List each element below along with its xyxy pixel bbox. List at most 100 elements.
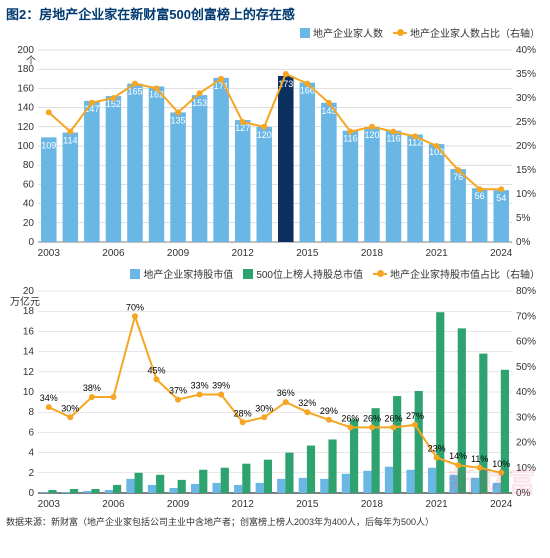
svg-text:0%: 0% (516, 488, 531, 499)
svg-text:80: 80 (23, 160, 35, 171)
bar-b (242, 464, 250, 493)
svg-text:80%: 80% (516, 286, 536, 297)
bar-b (156, 475, 164, 493)
bar-a (299, 478, 307, 493)
svg-text:36%: 36% (277, 388, 295, 398)
pct-marker (369, 124, 375, 130)
chart1-legend: 地产企业家人数 地产企业家人数占比（右轴） (0, 25, 550, 42)
svg-text:27%: 27% (406, 411, 424, 421)
svg-text:2006: 2006 (102, 248, 125, 259)
svg-text:2021: 2021 (425, 499, 448, 510)
svg-text:33%: 33% (191, 381, 209, 391)
pct-marker (261, 124, 267, 130)
pct-marker (391, 129, 397, 135)
pct-marker (283, 71, 289, 77)
legend-item: 地产企业家持股市值 (130, 266, 233, 281)
svg-text:120: 120 (17, 122, 34, 133)
bar-a (256, 483, 264, 493)
svg-text:2018: 2018 (361, 499, 384, 510)
bar-a (169, 488, 177, 493)
svg-text:35%: 35% (516, 69, 536, 80)
bar (235, 120, 251, 242)
bar-b (178, 480, 186, 493)
svg-text:23%: 23% (428, 444, 446, 454)
bar-b (436, 312, 444, 493)
svg-text:54: 54 (496, 193, 506, 203)
bar (149, 86, 165, 242)
bar (321, 103, 337, 242)
bar-b (307, 446, 315, 493)
pct-marker (304, 409, 310, 415)
pct-marker (89, 394, 95, 400)
bar-b (70, 489, 78, 493)
legend-item: 地产企业家持股市值占比（右轴） (373, 266, 540, 281)
svg-text:38%: 38% (83, 383, 101, 393)
pct-marker (498, 186, 504, 192)
svg-text:2015: 2015 (296, 499, 319, 510)
svg-text:120: 120 (257, 130, 272, 140)
bar-a (342, 474, 350, 493)
bar (63, 133, 79, 242)
svg-text:114: 114 (63, 136, 77, 146)
svg-text:26%: 26% (341, 413, 359, 423)
svg-text:6: 6 (28, 427, 34, 438)
svg-text:29%: 29% (320, 406, 338, 416)
bar-b (479, 354, 487, 493)
pct-marker (304, 81, 310, 87)
svg-text:116: 116 (343, 134, 357, 144)
pct-marker (89, 100, 95, 106)
svg-text:60: 60 (23, 179, 35, 190)
bar-a (277, 479, 285, 493)
pct-marker (218, 76, 224, 82)
bar (41, 137, 57, 242)
pct-marker (197, 392, 203, 398)
pct-marker (455, 462, 461, 468)
pct-marker (391, 424, 397, 430)
svg-text:2003: 2003 (38, 499, 61, 510)
svg-text:30%: 30% (61, 403, 79, 413)
legend-swatch (130, 269, 140, 279)
pct-marker (240, 419, 246, 425)
pct-marker (110, 95, 116, 101)
svg-text:30%: 30% (255, 403, 273, 413)
pct-marker (218, 392, 224, 398)
pct-marker (154, 85, 160, 91)
legend-swatch (300, 28, 310, 38)
svg-text:10%: 10% (492, 459, 510, 469)
svg-text:2009: 2009 (167, 248, 190, 259)
chart2: 万亿元 024681012141618200%10%20%30%40%50%60… (0, 283, 550, 513)
bar-a (406, 470, 414, 493)
svg-text:2021: 2021 (425, 248, 448, 259)
legend-label: 地产企业家人数 (313, 25, 383, 40)
legend-label: 地产企业家人数占比（右轴） (410, 25, 540, 40)
chart2-legend: 地产企业家持股市值 500位上榜人持股总市值地产企业家持股市值占比（右轴） (0, 266, 550, 283)
bar-a (493, 483, 501, 493)
pct-marker (46, 404, 52, 410)
svg-text:109: 109 (41, 140, 56, 150)
bar-b (264, 460, 272, 493)
legend-item: 地产企业家人数占比（右轴） (393, 25, 540, 40)
legend-swatch (373, 273, 387, 275)
svg-text:2003: 2003 (38, 248, 61, 259)
legend-item: 地产企业家人数 (300, 25, 383, 40)
svg-text:153: 153 (192, 98, 207, 108)
svg-text:140: 140 (17, 103, 34, 114)
svg-text:2024: 2024 (490, 499, 513, 510)
bar (386, 131, 402, 242)
bar (407, 134, 423, 242)
bar-a (385, 467, 393, 493)
bar-b (328, 439, 336, 493)
pct-marker (132, 81, 138, 87)
svg-text:26%: 26% (363, 413, 381, 423)
svg-text:16: 16 (23, 326, 35, 337)
legend-item: 500位上榜人持股总市值 (243, 266, 363, 281)
svg-text:20: 20 (23, 218, 35, 229)
svg-text:10: 10 (23, 387, 35, 398)
bar-a (234, 485, 242, 493)
svg-text:30%: 30% (516, 412, 536, 423)
bar-a (428, 468, 436, 493)
bar-b (285, 453, 293, 493)
svg-text:60%: 60% (516, 337, 536, 348)
svg-text:14: 14 (23, 347, 35, 358)
pct-marker (110, 394, 116, 400)
